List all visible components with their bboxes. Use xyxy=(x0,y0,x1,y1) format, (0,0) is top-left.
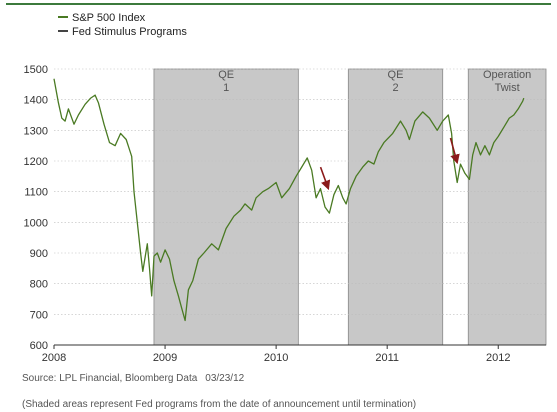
x-tick-label-2011: 2011 xyxy=(375,352,399,364)
annotation-arrow-1 xyxy=(319,166,331,191)
legend-label-1: S&P 500 Index xyxy=(72,12,146,24)
series-line-sp500 xyxy=(53,78,525,322)
y-tick-label-900: 900 xyxy=(30,248,48,260)
y-tick-label-1000: 1000 xyxy=(24,217,48,229)
source-line: Source: LPL Financial, Bloomberg Data 03/… xyxy=(22,373,244,384)
source-date: 03/23/12 xyxy=(205,373,245,384)
shaded-period-1 xyxy=(153,68,299,346)
shaded-period-2 xyxy=(347,68,444,346)
x-tick-label-2010: 2010 xyxy=(264,352,288,364)
legend-label-2: Fed Stimulus Programs xyxy=(72,26,187,38)
period-label-2-2: 2 xyxy=(392,82,398,94)
annotation-arrow-2 xyxy=(449,137,460,165)
y-tick-label-1100: 1100 xyxy=(24,187,48,199)
x-tick-label-2008: 2008 xyxy=(42,352,66,364)
y-tick-label-1500: 1500 xyxy=(24,64,48,76)
period-label-1-2: 1 xyxy=(223,82,229,94)
y-tick-label-700: 700 xyxy=(30,309,48,321)
source-text: Source: LPL Financial, Bloomberg Data xyxy=(22,373,198,384)
top-rule xyxy=(6,3,551,5)
period-label-2-1: QE xyxy=(388,69,404,81)
y-tick-label-1200: 1200 xyxy=(24,156,48,168)
x-tick-label-2012: 2012 xyxy=(486,352,510,364)
y-tick-label-1400: 1400 xyxy=(24,95,48,107)
y-tick-label-600: 600 xyxy=(30,340,48,352)
footnote: (Shaded areas represent Fed programs fro… xyxy=(22,399,417,410)
period-label-3-2: Twist xyxy=(495,82,520,94)
y-tick-label-800: 800 xyxy=(30,279,48,291)
shaded-period-3 xyxy=(467,68,547,346)
x-tick-label-2009: 2009 xyxy=(153,352,177,364)
y-tick-label-1300: 1300 xyxy=(24,125,48,137)
period-label-3-1: Operation xyxy=(483,69,531,81)
period-label-1-1: QE xyxy=(218,69,234,81)
